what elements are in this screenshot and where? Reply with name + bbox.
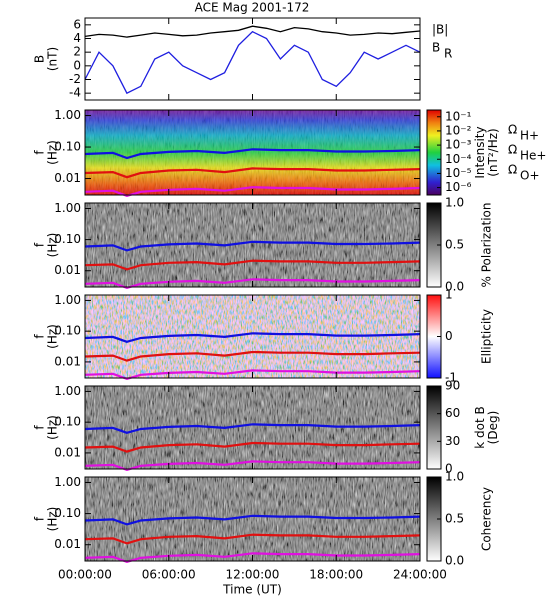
legend-subscript: He+ [520,149,546,163]
y-axis-label: f [33,425,47,430]
colorbar-label: Intensity [473,126,487,178]
y-axis-label: B [33,55,47,63]
y-tick-label: 1.00 [54,293,81,307]
y-tick-label: 4 [73,31,81,45]
series-line [84,332,421,343]
colorbar-label: k dot B [473,406,487,448]
colorbar-tick-label: 1.0 [445,196,464,210]
y-tick-label: 0.01 [54,537,81,551]
y-tick-label: 1.00 [54,201,81,215]
series-line [84,167,421,179]
y-tick-label: 1.00 [54,384,81,398]
colorbar [426,109,442,196]
legend-label: |B| [432,23,448,37]
y-tick-label: 6 [73,17,81,31]
y-tick-label: -2 [69,72,81,86]
y-tick-label: 0.01 [54,263,81,277]
y-tick-label: 0.01 [54,171,81,185]
colorbar-tick-label: -1 [445,371,457,385]
y-tick-label: 0.10 [54,415,81,429]
series-line [84,240,421,252]
colorbar-tick-label: 10⁻⁴ [445,152,472,166]
colorbar-tick-label: 10⁻³ [445,138,472,152]
colorbar-tick-label: 10⁻⁶ [445,180,472,194]
legend-subscript: O+ [520,169,540,183]
colorbar-tick-label: 0 [445,462,453,476]
colorbar [426,385,442,470]
y-tick-label: 0.10 [54,140,81,154]
y-axis-label: (Hz) [46,507,60,532]
plot-frame [84,17,421,101]
colorbar-label: (Deg) [486,411,500,445]
legend-label: B [432,41,440,55]
colorbar-tick-label: 0.5 [445,238,464,252]
colorbar-tick-label: 1.0 [445,470,464,484]
y-tick-label: 0 [73,58,81,72]
y-tick-label: -4 [69,86,81,100]
colorbar-label: (nT²/Hz) [486,128,500,176]
colorbar-label: % Polarization [480,203,494,288]
y-tick-label: 0.01 [54,445,81,459]
series-line [84,533,421,545]
series-line [84,350,421,362]
y-axis-label: (nT) [46,47,60,71]
colorbar-tick-label: 10⁻⁵ [445,166,472,180]
series-line [84,30,421,95]
colorbar-label: Coherency [480,487,494,551]
colorbar-tick-label: 0 [445,329,453,343]
y-tick-label: 1.00 [54,475,81,489]
colorbar-tick-label: 0.0 [445,554,464,568]
y-axis-label: (Hz) [46,415,60,440]
colorbar-tick-label: 60 [445,406,460,420]
y-axis-label: (Hz) [46,140,60,165]
legend-label: Ω [508,123,517,137]
y-axis-label: f [33,242,47,247]
legend-label: Ω [508,143,517,157]
series-line [84,514,421,526]
series-line [84,259,421,271]
series-line [84,423,421,434]
series-line [84,25,421,38]
colorbar-tick-label: 30 [445,434,460,448]
x-axis-label: Time (UT) [222,583,282,597]
colorbar-tick-label: 10⁻² [445,123,472,137]
y-axis-label: (Hz) [46,324,60,349]
y-axis-label: f [33,516,47,521]
colorbar-tick-label: 1 [445,288,453,302]
x-tick-label: 12:00:00 [226,568,280,582]
colorbar-tick-label: 10⁻¹ [445,109,472,123]
colorbar-tick-label: 90 [445,379,460,393]
x-tick-label: 24:00:00 [393,568,447,582]
y-tick-label: 1.00 [54,108,81,122]
legend-label: Ω [508,163,517,177]
chart-title: ACE Mag 2001-172 [195,1,310,15]
colorbar-tick-label: 0.5 [445,512,464,526]
colorbar-label: Ellipticity [480,309,494,364]
legend-subscript: H+ [520,129,539,143]
y-tick-label: 0.10 [54,506,81,520]
series-line [84,148,421,160]
colorbar-tick-label: 0.0 [445,280,464,294]
series-line [84,441,421,453]
y-tick-label: 0.10 [54,232,81,246]
y-tick-label: 2 [73,45,81,59]
x-tick-label: 06:00:00 [142,568,196,582]
y-axis-label: f [33,150,47,155]
legend-subscript: R [444,47,452,61]
x-tick-label: 18:00:00 [309,568,363,582]
y-axis-label: (Hz) [46,233,60,258]
y-tick-label: 0.10 [54,324,81,338]
x-tick-label: 00:00:00 [58,568,112,582]
y-tick-label: 0.01 [54,354,81,368]
y-axis-label: f [33,334,47,339]
